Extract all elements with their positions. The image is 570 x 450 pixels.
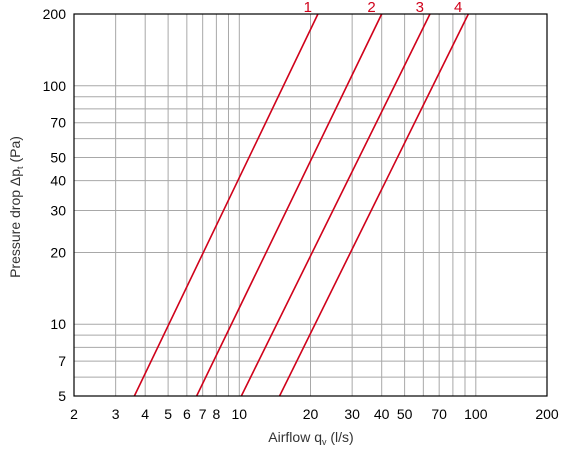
x-tick-label: 6 <box>183 406 191 422</box>
series-line-2 <box>195 13 383 397</box>
x-tick-label: 3 <box>112 406 120 422</box>
series-line-1 <box>133 13 319 397</box>
x-tick-label: 30 <box>344 406 360 422</box>
x-tick-label: 50 <box>397 406 413 422</box>
series-label-3: 3 <box>416 0 424 16</box>
y-tick-label: 100 <box>43 78 67 94</box>
series-label-1: 1 <box>304 0 312 16</box>
x-tick-label: 5 <box>164 406 172 422</box>
x-tick-label: 70 <box>431 406 447 422</box>
series-line-3 <box>240 13 431 397</box>
x-axis-ticks: 2 3 4 5 6 7 8 10 20 30 40 50 70 100 200 <box>70 406 559 422</box>
series-label-2: 2 <box>367 0 375 16</box>
y-tick-label: 7 <box>58 353 66 369</box>
x-tick-label: 7 <box>199 406 207 422</box>
y-tick-label: 40 <box>50 173 66 189</box>
y-tick-label: 50 <box>50 150 66 166</box>
x-tick-label: 4 <box>141 406 149 422</box>
y-tick-label: 10 <box>50 316 66 332</box>
plot-frame <box>73 13 548 397</box>
y-tick-label: 200 <box>43 6 67 22</box>
curve-labels: 1 2 3 4 <box>304 0 463 16</box>
x-tick-label: 40 <box>374 406 390 422</box>
y-axis-ticks: 5 7 10 20 30 40 50 70 100 200 <box>43 6 67 404</box>
x-tick-label: 20 <box>303 406 319 422</box>
y-tick-label: 5 <box>58 388 66 404</box>
x-tick-label: 2 <box>70 406 78 422</box>
chart-grid <box>73 13 548 397</box>
y-axis-label: Pressure drop Δpt (Pa) <box>7 136 25 278</box>
y-tick-label: 20 <box>50 244 66 260</box>
y-tick-label: 30 <box>50 202 66 218</box>
y-tick-label: 70 <box>50 115 66 131</box>
chart-curves <box>133 13 470 397</box>
series-label-4: 4 <box>454 0 462 16</box>
x-tick-label: 100 <box>464 406 488 422</box>
x-tick-label: 8 <box>212 406 220 422</box>
x-tick-label: 10 <box>232 406 248 422</box>
series-line-4 <box>278 13 470 397</box>
x-tick-label: 200 <box>535 406 559 422</box>
x-axis-label: Airflow qv (l/s) <box>268 429 353 447</box>
